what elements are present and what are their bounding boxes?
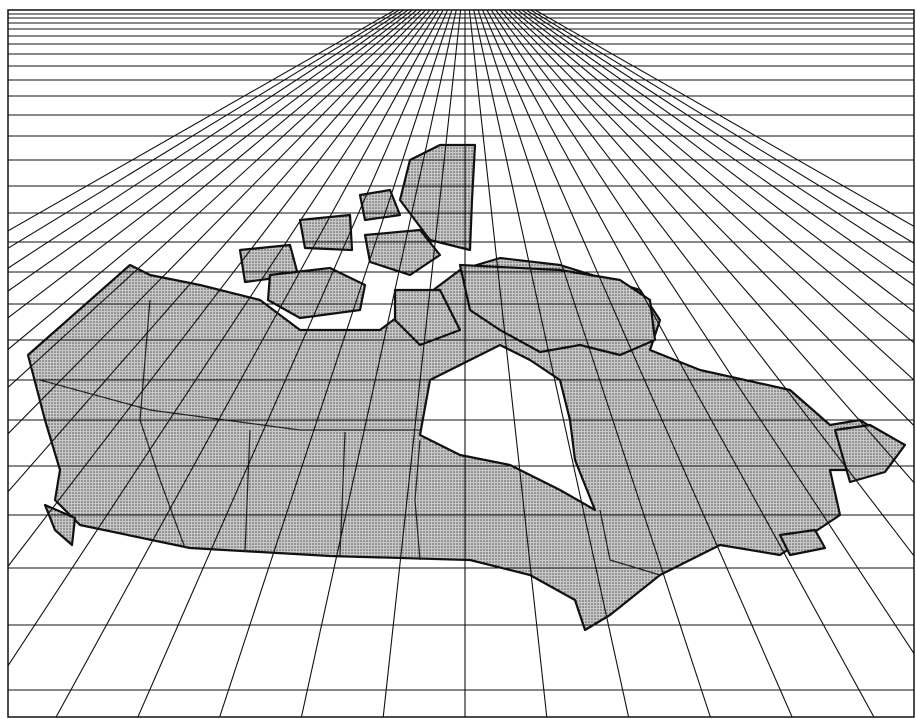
meridian bbox=[468, 10, 548, 717]
meridian bbox=[499, 10, 914, 484]
meridian bbox=[533, 10, 914, 227]
island bbox=[363, 228, 442, 277]
island bbox=[266, 266, 367, 320]
meridian bbox=[8, 10, 410, 292]
meridian bbox=[507, 10, 914, 381]
meridian bbox=[503, 10, 914, 427]
frame bbox=[7, 9, 915, 718]
meridian bbox=[529, 10, 914, 245]
meridian bbox=[8, 10, 405, 269]
baffin-island bbox=[458, 263, 657, 357]
meridian bbox=[473, 10, 630, 717]
meridian bbox=[490, 10, 914, 655]
meridian bbox=[55, 10, 444, 717]
meridian bbox=[512, 10, 914, 344]
meridian bbox=[8, 10, 423, 389]
meridian bbox=[8, 10, 418, 351]
hudson-bay bbox=[418, 343, 597, 512]
meridian bbox=[382, 10, 462, 717]
meridian bbox=[8, 10, 440, 667]
province-border bbox=[244, 429, 251, 553]
meridian bbox=[219, 10, 453, 717]
meridian bbox=[8, 10, 401, 249]
meridian bbox=[477, 10, 711, 717]
meridian bbox=[520, 10, 914, 287]
province-border bbox=[599, 509, 661, 576]
island bbox=[778, 528, 827, 557]
meridian bbox=[8, 10, 414, 319]
meridian bbox=[8, 10, 436, 568]
landmass bbox=[26, 143, 907, 632]
meridian bbox=[525, 10, 914, 264]
meridian bbox=[486, 10, 875, 717]
meridian bbox=[8, 10, 431, 493]
meridian bbox=[481, 10, 793, 717]
province-border bbox=[414, 439, 421, 561]
meridian bbox=[516, 10, 914, 313]
island bbox=[298, 213, 354, 252]
meridian bbox=[494, 10, 914, 557]
meridian bbox=[300, 10, 457, 717]
meridian bbox=[137, 10, 449, 717]
meridian bbox=[8, 10, 427, 435]
meridian bbox=[8, 10, 397, 232]
